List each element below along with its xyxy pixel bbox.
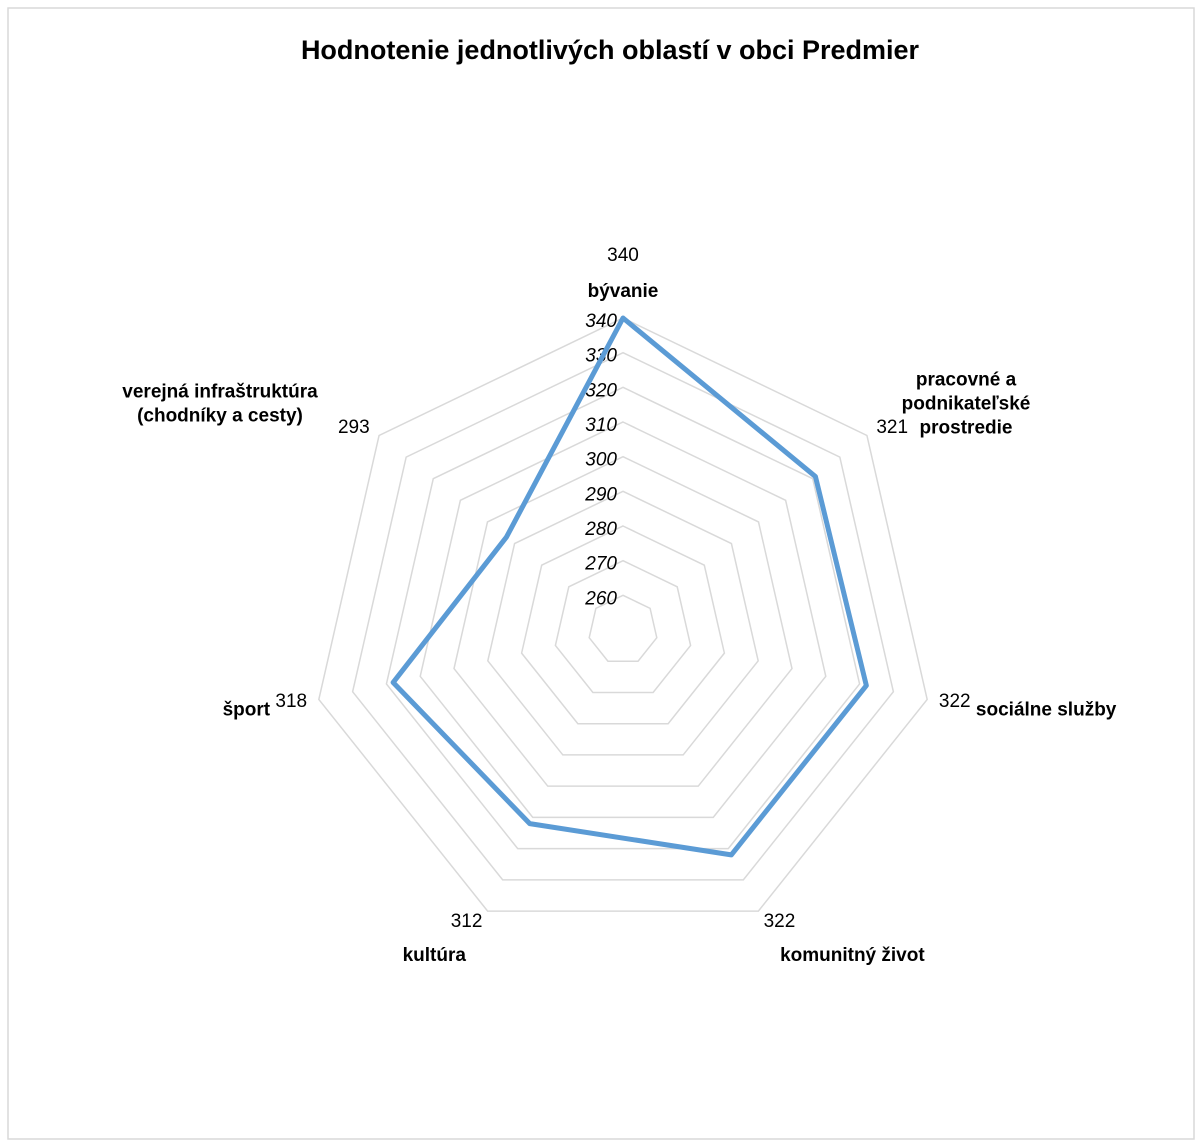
data-label: 293: [338, 417, 370, 438]
data-label: 318: [275, 691, 307, 712]
y-tick-label: 260: [584, 588, 617, 609]
category-label: bývanie: [588, 281, 659, 302]
data-label: 340: [607, 245, 639, 266]
y-tick-label: 300: [585, 450, 617, 471]
grid-ring: [520, 525, 726, 725]
grid-ring: [385, 386, 861, 850]
y-tick-label: 320: [585, 380, 617, 401]
y-tick-label: 340: [585, 311, 617, 332]
y-tick-label: 290: [584, 484, 617, 505]
y-tick-label: 310: [585, 415, 617, 436]
grid-ring: [486, 490, 760, 756]
category-label: komunitný život: [780, 945, 925, 966]
category-label: kultúra: [403, 945, 467, 966]
series-line: [390, 315, 869, 858]
grid-ring: [419, 421, 827, 819]
y-tick-label: 270: [584, 554, 617, 575]
data-label: 321: [876, 417, 908, 438]
data-label: 322: [939, 691, 971, 712]
grid-ring: [318, 317, 928, 912]
data-label: 312: [451, 911, 483, 932]
category-label: šport: [223, 700, 271, 721]
category-label: sociálne služby: [976, 700, 1117, 721]
category-label: verejná infraštruktúra (chodníky a cesty): [122, 381, 318, 426]
grid-ring: [588, 594, 658, 662]
grid-ring: [554, 559, 692, 694]
chart-frame: [7, 7, 1195, 1140]
grid-ring: [351, 351, 895, 881]
y-tick-label: 280: [584, 519, 617, 540]
chart-title: Hodnotenie jednotlivých oblastí v obci P…: [301, 35, 920, 65]
category-label: pracovné a podnikateľské prostredie: [902, 369, 1031, 438]
grid-ring: [453, 455, 793, 787]
data-label: 322: [764, 911, 796, 932]
